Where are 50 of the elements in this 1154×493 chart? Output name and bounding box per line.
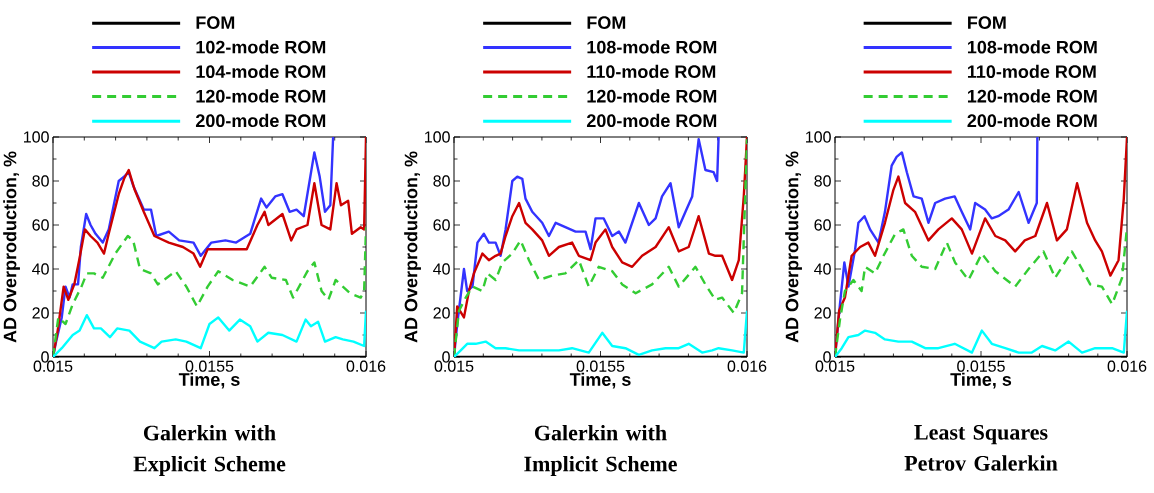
text: Galerkin with Implicit Scheme [524,424,677,476]
y-tick-label: 20 [32,307,49,319]
legend-label: 200-mode ROM [195,113,326,128]
legend-label: FOM [587,16,626,29]
x-axis-title: Time, s [950,372,1012,389]
y-tick-label: 60 [433,219,450,231]
legend-label: 200-mode ROM [586,113,717,128]
x-tick-label: 0.016 [1107,360,1147,372]
legend-label: 104-mode ROM [196,64,326,79]
x-axis-title: Time, s [178,372,240,389]
line-series [53,309,366,357]
line-series [53,226,366,357]
legend-label: 110-mode ROM [967,64,1096,79]
legend-label: 108-mode ROM [587,40,717,54]
x-tick-label: 0.0155 [576,360,625,372]
legend-label: 120-mode ROM [196,89,326,103]
legend-label: 200-mode ROM [967,113,1097,128]
x-tick-label: 0.0155 [185,360,234,372]
legend-label: FOM [196,16,235,29]
text: Least Squares Petrov Galerkin [904,424,1058,471]
x-tick-label: 0.016 [346,360,386,372]
line-series [835,226,1128,357]
y-tick-label: 60 [32,219,49,231]
y-axis-title: AD Overproduction, % [3,151,20,343]
y-tick-label: 80 [814,175,831,187]
x-tick-label: 0.016 [727,360,767,372]
y-tick-label: 40 [32,263,49,275]
legend-label: 120-mode ROM [967,89,1097,103]
y-tick-label: 100 [425,131,450,143]
legend-label: 120-mode ROM [587,89,717,103]
legend-label: FOM [968,16,1006,29]
y-tick-label: 60 [814,219,831,231]
y-axis-title: AD Overproduction, % [785,151,802,343]
text: Galerkin with Explicit Scheme [133,424,286,476]
y-tick-label: 100 [806,131,831,143]
legend-label: 110-mode ROM [587,64,716,79]
line-series [835,137,1128,357]
y-tick-label: 40 [814,263,831,275]
y-tick-label: 20 [433,307,450,319]
legend-label: 108-mode ROM [967,40,1097,54]
line-series [835,309,1128,357]
y-tick-label: 100 [24,131,49,143]
legend-label: 102-mode ROM [196,40,326,54]
y-tick-label: 80 [433,175,450,187]
x-axis-title: Time, s [569,372,631,389]
y-tick-label: 40 [433,263,450,275]
y-tick-label: 80 [32,175,49,187]
y-axis-title: AD Overproduction, % [404,151,421,343]
y-tick-label: 20 [814,307,831,319]
x-tick-label: 0.0155 [957,360,1005,372]
